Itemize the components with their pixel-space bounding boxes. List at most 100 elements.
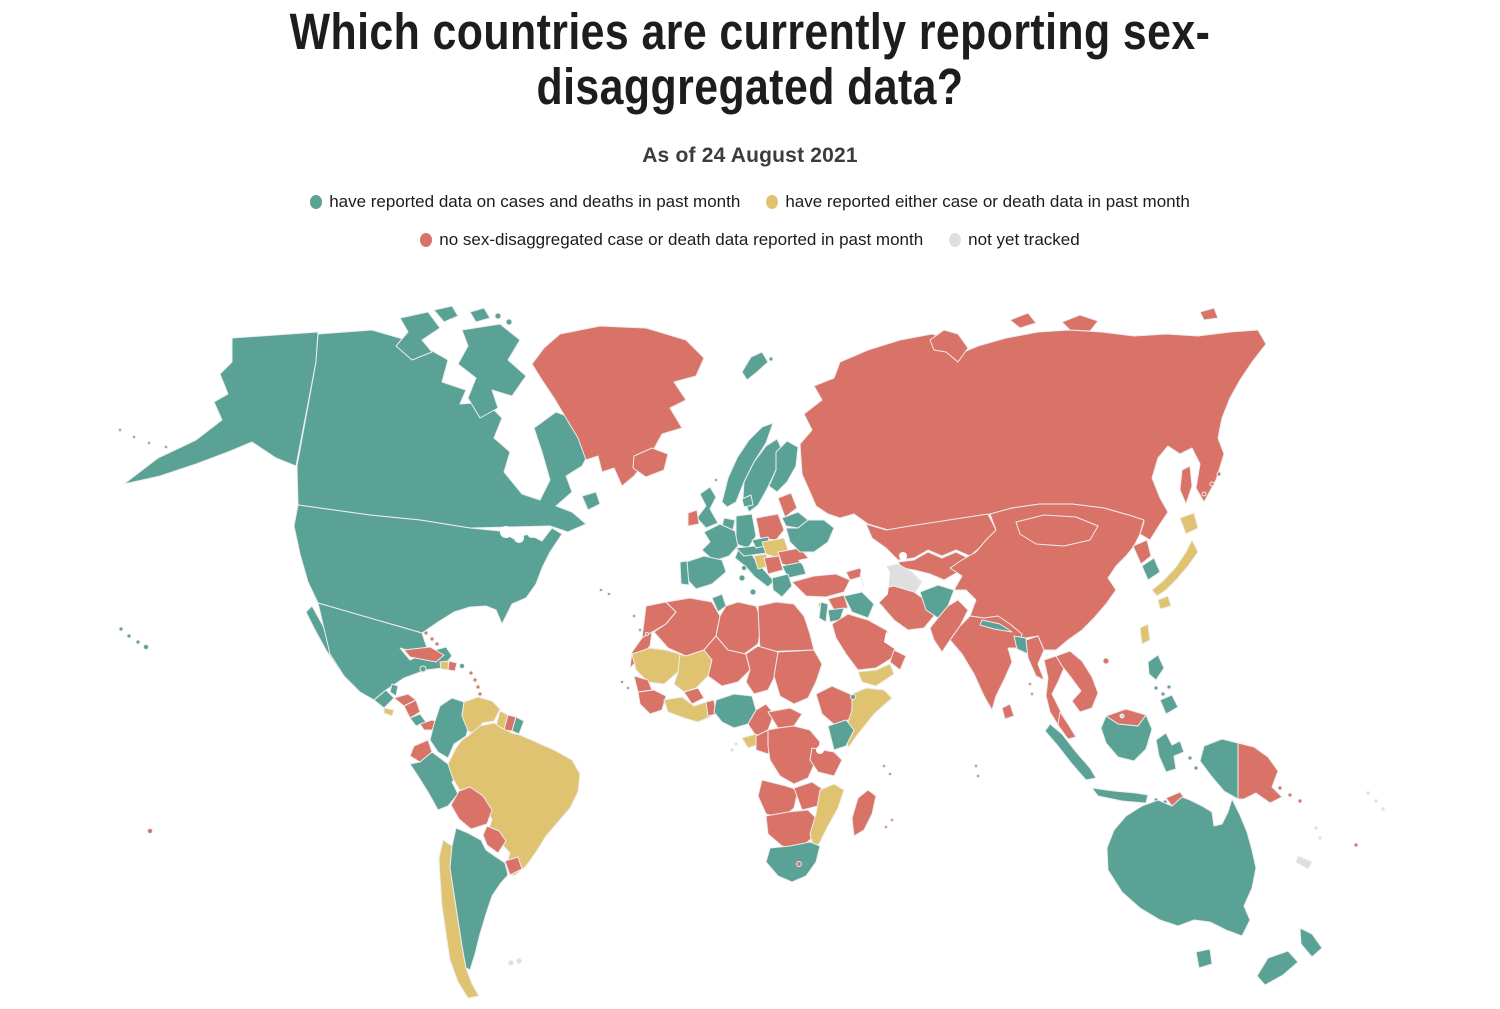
region-corsica[interactable] xyxy=(741,565,747,571)
region-indonesia-java[interactable] xyxy=(1091,787,1149,804)
region-tasmania[interactable] xyxy=(1195,948,1213,969)
region-china[interactable] xyxy=(949,503,1145,651)
region-philippines-visayas-3[interactable] xyxy=(1166,684,1172,690)
region-pakistan[interactable] xyxy=(929,599,969,653)
region-french-guiana[interactable] xyxy=(511,716,525,735)
region-arctic-island-3[interactable] xyxy=(494,312,502,320)
region-shetland[interactable] xyxy=(714,478,718,482)
region-vietnam-laos-cambodia[interactable] xyxy=(1055,650,1099,713)
region-ireland[interactable] xyxy=(687,509,700,527)
region-canary-2[interactable] xyxy=(645,632,649,636)
region-vanuatu-1[interactable] xyxy=(1314,826,1318,830)
region-antilles-4[interactable] xyxy=(477,691,483,697)
region-bahamas-1[interactable] xyxy=(423,630,429,636)
region-nicaragua[interactable] xyxy=(403,699,421,719)
region-bahamas-2[interactable] xyxy=(429,636,435,642)
region-sakhalin[interactable] xyxy=(1179,465,1193,505)
region-philippines-visayas-2[interactable] xyxy=(1160,691,1166,697)
region-solomon-3[interactable] xyxy=(1297,798,1303,804)
region-reunion[interactable] xyxy=(884,825,888,829)
region-svalbard[interactable] xyxy=(741,351,769,381)
region-portugal[interactable] xyxy=(679,560,690,586)
region-canary-1[interactable] xyxy=(638,628,642,632)
region-aleutian-1[interactable] xyxy=(118,428,122,432)
region-hawaii-3[interactable] xyxy=(135,639,141,645)
region-solomon-1[interactable] xyxy=(1277,785,1283,791)
region-aleutian-2[interactable] xyxy=(132,435,136,439)
region-brazil[interactable] xyxy=(447,722,581,877)
region-belize[interactable] xyxy=(389,683,399,697)
region-new-zealand-north[interactable] xyxy=(1299,927,1323,958)
region-ghana-cote-divoire[interactable] xyxy=(663,696,713,723)
region-dominican-republic[interactable] xyxy=(447,660,458,672)
region-aleutian-3[interactable] xyxy=(147,441,151,445)
region-sri-lanka[interactable] xyxy=(1001,703,1015,720)
region-norway[interactable] xyxy=(721,422,774,508)
region-france[interactable] xyxy=(701,523,739,562)
region-mauritius[interactable] xyxy=(890,818,894,822)
region-south-africa[interactable] xyxy=(765,841,821,883)
region-greenland[interactable] xyxy=(531,325,705,487)
region-paraguay[interactable] xyxy=(482,825,507,854)
region-sudan[interactable] xyxy=(773,649,823,705)
region-bahamas-3[interactable] xyxy=(434,641,440,647)
region-polynesia[interactable] xyxy=(147,828,153,834)
region-sicily[interactable] xyxy=(749,588,757,596)
region-maldives-2[interactable] xyxy=(976,774,980,778)
region-severnaya-zemlya[interactable] xyxy=(1009,312,1037,329)
region-falkland-1[interactable] xyxy=(508,960,514,966)
region-central-african-republic[interactable] xyxy=(767,707,803,729)
region-antilles-1[interactable] xyxy=(468,670,474,676)
region-hawaii-1[interactable] xyxy=(118,626,124,632)
region-jamaica[interactable] xyxy=(419,665,427,673)
region-iraq[interactable] xyxy=(843,591,875,619)
region-hawaii-4[interactable] xyxy=(143,644,149,650)
region-philippines-mindanao[interactable] xyxy=(1159,694,1179,715)
region-maldives-1[interactable] xyxy=(974,764,978,768)
region-brunei[interactable] xyxy=(1119,713,1125,719)
region-venezuela[interactable] xyxy=(461,696,501,736)
region-aleutian-4[interactable] xyxy=(164,445,168,449)
region-australia[interactable] xyxy=(1106,796,1257,937)
region-japan-kyushu[interactable] xyxy=(1157,595,1172,610)
region-iran[interactable] xyxy=(873,585,935,631)
region-puerto-rico[interactable] xyxy=(459,663,465,669)
region-djibouti[interactable] xyxy=(850,694,856,700)
region-azores-1[interactable] xyxy=(599,588,603,592)
region-bolivia[interactable] xyxy=(450,786,493,830)
region-sao-tome-1[interactable] xyxy=(734,742,738,746)
region-denmark[interactable] xyxy=(741,494,754,508)
region-korea-north[interactable] xyxy=(1132,539,1152,565)
region-korea-south[interactable] xyxy=(1141,557,1161,581)
region-israel-lebanon[interactable] xyxy=(818,601,829,623)
region-maluku-2[interactable] xyxy=(1193,765,1199,771)
region-vanuatu-2[interactable] xyxy=(1318,836,1322,840)
region-new-caledonia[interactable] xyxy=(1295,855,1313,870)
region-dr-congo[interactable] xyxy=(767,725,821,785)
region-fiji[interactable] xyxy=(1353,842,1359,848)
region-argentina[interactable] xyxy=(449,827,509,971)
region-philippines-visayas-1[interactable] xyxy=(1153,685,1159,691)
region-philippines-luzon[interactable] xyxy=(1147,654,1165,681)
region-india[interactable] xyxy=(949,615,1023,711)
region-sao-tome-2[interactable] xyxy=(730,748,734,752)
region-new-zealand-south[interactable] xyxy=(1256,950,1299,986)
region-andaman-2[interactable] xyxy=(1030,692,1034,696)
region-mali[interactable] xyxy=(665,649,713,693)
region-hawaii-2[interactable] xyxy=(126,633,132,639)
region-indonesia-sulawesi[interactable] xyxy=(1155,732,1185,773)
region-united-kingdom[interactable] xyxy=(696,486,719,529)
region-finland[interactable] xyxy=(768,440,799,493)
region-azores-2[interactable] xyxy=(607,592,611,596)
region-solomon-2[interactable] xyxy=(1287,792,1293,798)
region-chad[interactable] xyxy=(745,645,779,695)
region-cape-verde-2[interactable] xyxy=(626,686,630,690)
region-japan-hokkaido[interactable] xyxy=(1179,512,1199,535)
region-antilles-3[interactable] xyxy=(475,684,481,690)
region-kuril-2[interactable] xyxy=(1209,481,1215,487)
region-baffin-island[interactable] xyxy=(457,323,527,419)
region-el-salvador[interactable] xyxy=(383,707,395,717)
region-indonesia-sumatra[interactable] xyxy=(1044,723,1097,781)
region-alaska[interactable] xyxy=(123,331,319,485)
region-guinea-region[interactable] xyxy=(637,689,667,715)
